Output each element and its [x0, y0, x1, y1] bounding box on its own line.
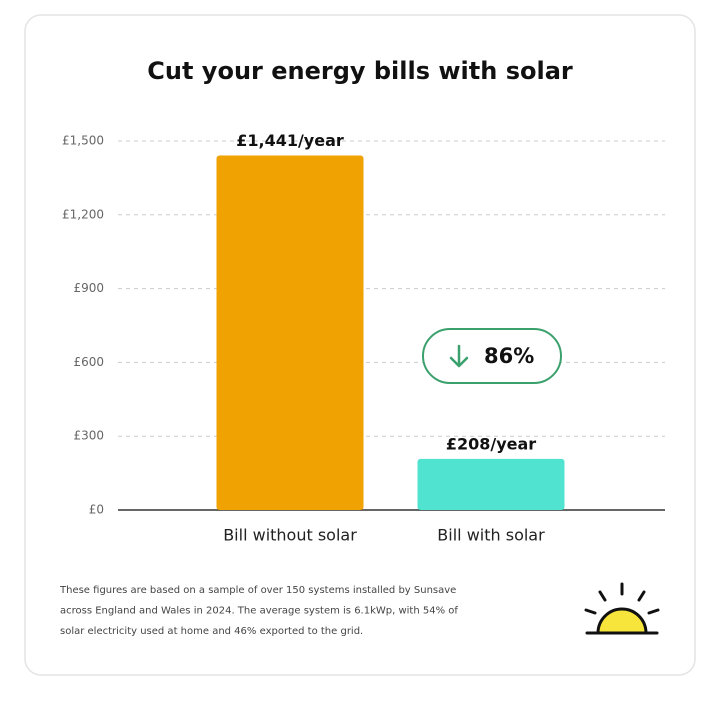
chart-title: Cut your energy bills with solar: [147, 57, 573, 85]
y-tick-label: £300: [73, 429, 104, 443]
bar: [216, 155, 364, 510]
value-label: £208/year: [446, 434, 536, 453]
x-tick-label: Bill with solar: [437, 526, 545, 545]
value-label: £1,441/year: [236, 131, 344, 150]
y-tick-label: £1,500: [62, 134, 104, 148]
footnote: These figures are based on a sample of o…: [59, 585, 456, 596]
y-tick-label: £600: [73, 355, 104, 369]
y-tick-label: £1,200: [62, 207, 104, 221]
reduction-label: 86%: [484, 344, 534, 368]
reduction-badge: [422, 328, 562, 384]
sun-icon: [584, 582, 660, 635]
bar: [417, 458, 565, 510]
y-tick-label: £900: [73, 281, 104, 295]
x-tick-label: Bill without solar: [223, 526, 357, 545]
footnote: solar electricity used at home and 46% e…: [60, 626, 363, 637]
y-tick-label: £0: [89, 503, 104, 517]
down-arrow: [449, 344, 469, 368]
footnote: across England and Wales in 2024. The av…: [60, 606, 458, 617]
